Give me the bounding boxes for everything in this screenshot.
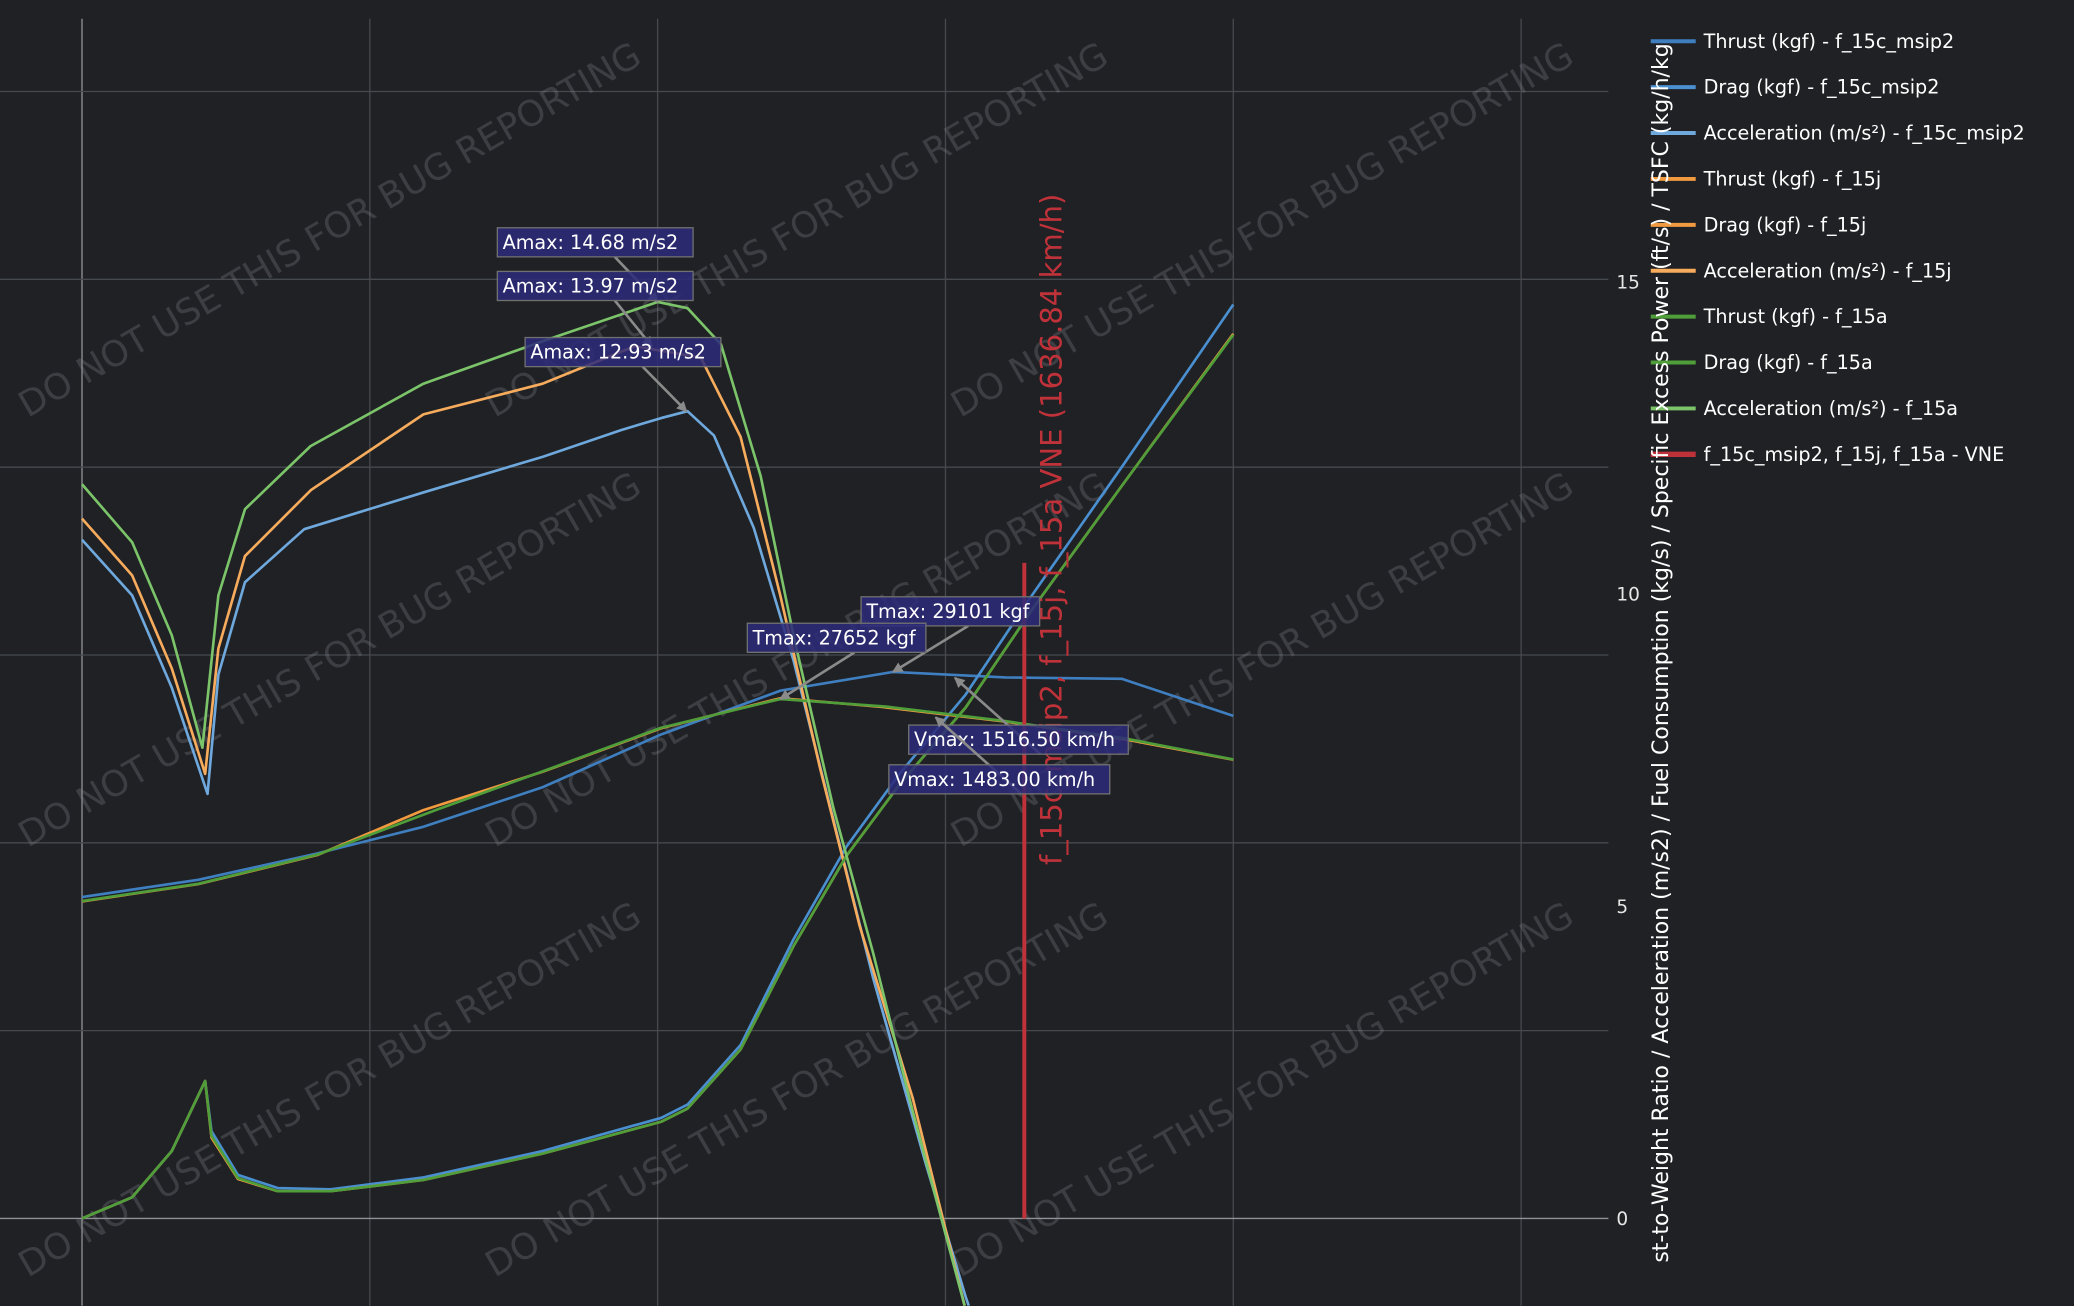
series-line-8: [81, 300, 966, 1306]
legend-item[interactable]: Acceleration (m/s²) - f_15a: [1650, 397, 1958, 420]
annotation-text: Vmax: 1483.00 km/h: [894, 768, 1095, 791]
legend-label: Thrust (kgf) - f_15a: [1703, 305, 1888, 328]
right-axis-ticks: 0 5 10 15: [1616, 273, 1640, 1230]
legend-item[interactable]: f_15c_msip2, f_15j, f_15a - VNE: [1650, 443, 2005, 466]
annotation: Tmax: 27652 kgf: [746, 622, 927, 701]
legend-label: Drag (kgf) - f_15a: [1704, 351, 1873, 374]
legend-label: Drag (kgf) - f_15c_msip2: [1704, 76, 1940, 99]
annotation-text: Vmax: 1516.50 km/h: [914, 728, 1115, 751]
annotation: Tmax: 29101 kgf: [860, 596, 1041, 673]
legend-item[interactable]: Drag (kgf) - f_15c_msip2: [1650, 76, 1940, 99]
annotation-box: [746, 622, 927, 653]
series-line-0: [81, 670, 1234, 899]
series-line-5: [81, 344, 966, 1306]
legend-label: Acceleration (m/s²) - f_15a: [1704, 397, 1958, 420]
right-tick-label: 5: [1616, 897, 1628, 918]
annotation-arrow: [779, 651, 856, 701]
legend-label: Acceleration (m/s²) - f_15c_msip2: [1704, 122, 2025, 145]
annotation-arrow: [891, 624, 969, 673]
annotation: Vmax: 1516.50 km/h: [908, 676, 1129, 756]
legend-label: Acceleration (m/s²) - f_15j: [1704, 259, 1952, 282]
legend-item[interactable]: Drag (kgf) - f_15a: [1650, 351, 1873, 374]
legend-label: Thrust (kgf) - f_15c_msip2: [1703, 30, 1955, 53]
legend-item[interactable]: Acceleration (m/s²) - f_15j: [1650, 259, 1952, 282]
annotation-box: [524, 336, 722, 368]
annotation-text: Amax: 13.97 m/s2: [503, 275, 679, 298]
right-tick-label: 10: [1616, 585, 1640, 606]
right-tick-label: 15: [1616, 273, 1640, 294]
legend-item[interactable]: Thrust (kgf) - f_15a: [1650, 305, 1888, 328]
legend-item[interactable]: Drag (kgf) - f_15j: [1650, 213, 1867, 236]
legend: Thrust (kgf) - f_15c_msip2 Drag (kgf) - f…: [1650, 30, 2025, 466]
annotation-text: Tmax: 27652 kgf: [752, 626, 917, 649]
annotation-box: [496, 270, 694, 302]
annotation: Amax: 14.68 m/s2: [496, 227, 694, 303]
series-line-7: [81, 334, 1235, 1220]
annotation: Amax: 12.93 m/s2: [524, 336, 722, 413]
annotation-box: [860, 596, 1041, 627]
annotation-arrow: [641, 365, 688, 413]
annotations: Amax: 14.68 m/s2 Amax: 13.97 m/s2 Amax: 12…: [496, 227, 1129, 795]
annotation-text: Amax: 12.93 m/s2: [530, 341, 706, 364]
right-tick-label: 0: [1616, 1209, 1628, 1230]
annotation-text: Amax: 14.68 m/s2: [503, 231, 679, 254]
annotation-box: [908, 724, 1129, 755]
legend-item[interactable]: Thrust (kgf) - f_15c_msip2: [1650, 30, 1955, 53]
legend-item[interactable]: Thrust (kgf) - f_15j: [1650, 168, 1882, 191]
annotation: Vmax: 1483.00 km/h: [888, 716, 1111, 795]
legend-item[interactable]: Acceleration (m/s²) - f_15c_msip2: [1650, 122, 2025, 145]
right-axis-title: st-to-Weight Ratio / Acceleration (m/s2)…: [1649, 43, 1674, 1263]
legend-label: Drag (kgf) - f_15j: [1704, 213, 1867, 236]
legend-label: Thrust (kgf) - f_15j: [1703, 168, 1882, 191]
legend-label: f_15c_msip2, f_15j, f_15a - VNE: [1704, 443, 2005, 466]
annotation: Amax: 13.97 m/s2: [496, 270, 694, 348]
annotation-box: [888, 764, 1111, 795]
annotation-box: [496, 227, 694, 258]
annotation-text: Tmax: 29101 kgf: [865, 600, 1030, 623]
